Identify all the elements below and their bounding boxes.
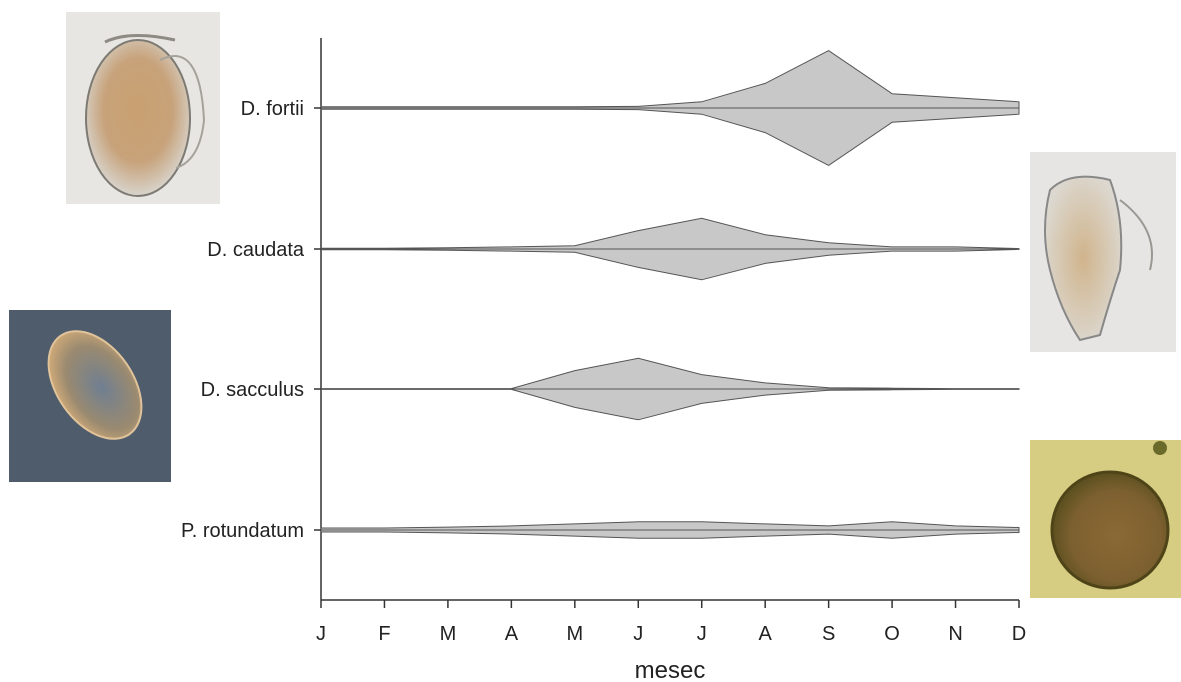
d-fortii-micrograph: [66, 12, 220, 204]
x-tick-label-2: M: [440, 623, 457, 645]
x-tick-label-1: F: [378, 623, 390, 645]
x-tick-label-10: N: [948, 623, 962, 645]
x-tick-label-11: D: [1012, 623, 1026, 645]
d-caudata-micrograph: [1030, 152, 1176, 352]
d-sacculus-micrograph: [9, 310, 171, 482]
x-tick-label-3: A: [505, 623, 519, 645]
x-tick-label-9: O: [884, 623, 900, 645]
x-tick-label-0: J: [316, 623, 326, 645]
series-label-3: P. rotundatum: [181, 520, 304, 542]
x-axis-label: mesec: [635, 657, 706, 682]
x-tick-label-4: M: [566, 623, 583, 645]
x-tick-label-5: J: [633, 623, 643, 645]
series-label-0: D. fortii: [241, 98, 304, 120]
x-tick-label-6: J: [697, 623, 707, 645]
x-tick-label-8: S: [822, 623, 835, 645]
series-label-2: D. sacculus: [201, 379, 304, 401]
x-tick-label-7: A: [759, 623, 773, 645]
series-label-1: D. caudata: [207, 239, 305, 261]
p-rotundatum-micrograph: [1030, 440, 1181, 598]
